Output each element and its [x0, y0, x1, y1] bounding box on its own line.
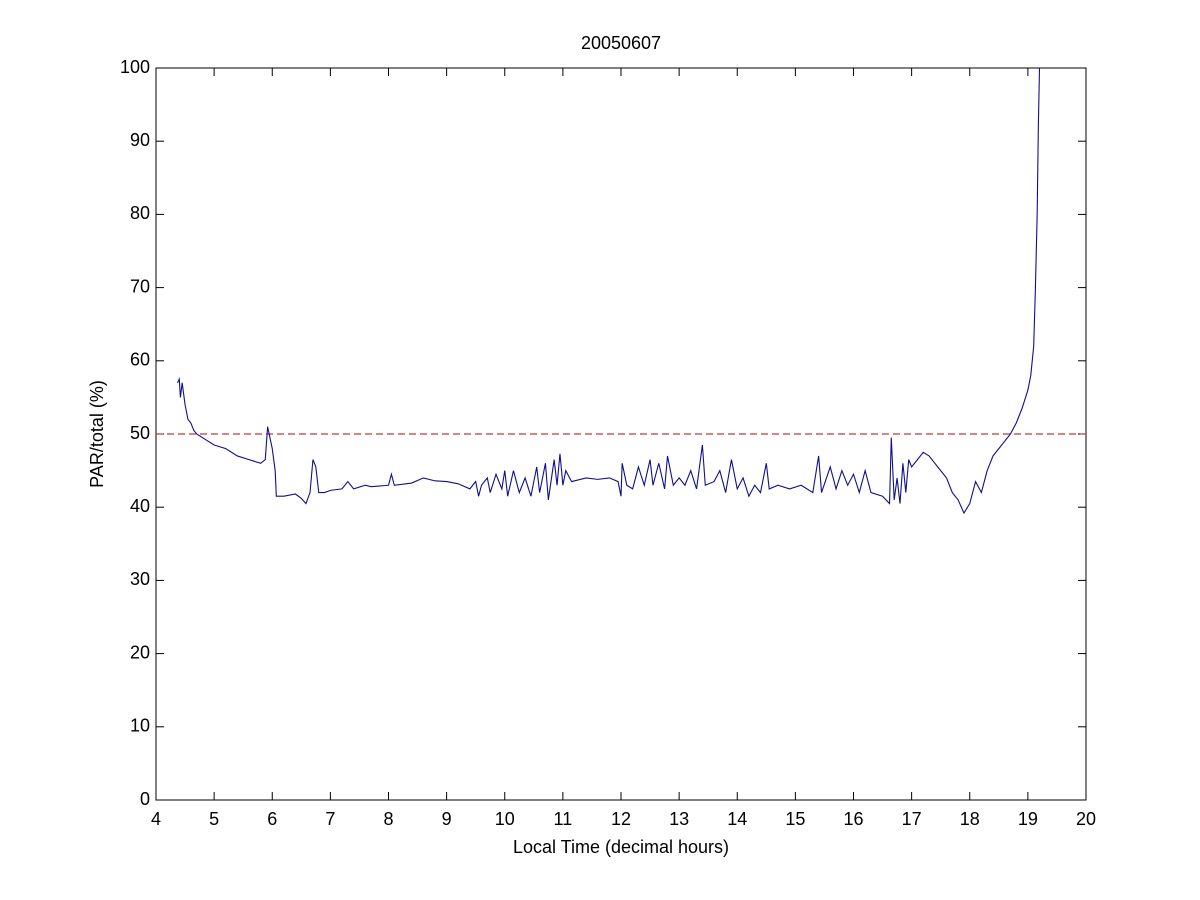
y-tick-label: 10	[130, 716, 150, 736]
x-tick-label: 15	[785, 809, 805, 829]
x-tick-label: 14	[727, 809, 747, 829]
x-tick-label: 4	[151, 809, 161, 829]
x-tick-label: 12	[611, 809, 631, 829]
x-tick-label: 9	[442, 809, 452, 829]
x-tick-label: 16	[843, 809, 863, 829]
y-tick-label: 100	[120, 57, 150, 77]
x-tick-label: 6	[267, 809, 277, 829]
x-tick-label: 10	[495, 809, 515, 829]
x-tick-label: 13	[669, 809, 689, 829]
y-tick-label: 60	[130, 350, 150, 370]
y-tick-label: 20	[130, 642, 150, 662]
x-tick-label: 7	[325, 809, 335, 829]
x-tick-label: 19	[1018, 809, 1038, 829]
y-axis-label: PAR/total (%)	[87, 380, 107, 488]
x-tick-label: 11	[554, 809, 573, 829]
y-tick-label: 90	[130, 130, 150, 150]
y-tick-label: 50	[130, 423, 150, 443]
y-tick-label: 70	[130, 276, 150, 296]
x-tick-label: 5	[209, 809, 219, 829]
y-tick-label: 80	[130, 203, 150, 223]
x-tick-label: 17	[902, 809, 922, 829]
x-tick-label: 18	[960, 809, 980, 829]
chart-title: 20050607	[581, 33, 661, 53]
y-tick-label: 40	[130, 496, 150, 516]
y-tick-label: 0	[140, 789, 150, 809]
y-tick-label: 30	[130, 569, 150, 589]
x-tick-label: 8	[383, 809, 393, 829]
x-tick-label: 20	[1076, 809, 1096, 829]
x-axis-label: Local Time (decimal hours)	[513, 837, 729, 857]
data-line	[177, 67, 1041, 515]
